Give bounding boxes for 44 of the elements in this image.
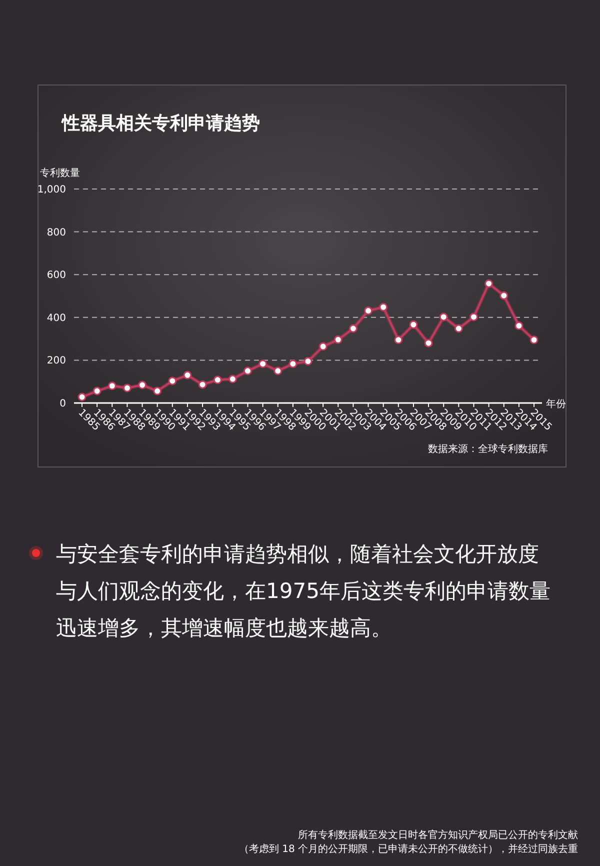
point	[258, 360, 268, 368]
text: （考虑到 18 个月的公开期限，已申请未公开的不做统计），并经过同族去重	[238, 843, 578, 855]
point	[122, 384, 132, 392]
point	[108, 382, 116, 390]
point	[469, 312, 478, 322]
point	[379, 302, 388, 312]
y-tick-label: 200	[46, 356, 66, 367]
point	[348, 324, 358, 333]
point	[92, 386, 102, 396]
point	[484, 279, 494, 288]
point	[454, 324, 463, 333]
point	[424, 338, 433, 348]
point	[198, 380, 207, 389]
point	[274, 366, 282, 376]
point	[364, 306, 373, 316]
point	[304, 357, 312, 366]
point	[514, 321, 524, 330]
point	[530, 336, 538, 344]
y-tick-label: 400	[46, 312, 66, 324]
y-tick-label: 1,000	[37, 184, 66, 196]
point	[439, 312, 448, 322]
text: 所有专利数据截至发文日时各官方知识产权局已公开的专利文献	[298, 829, 578, 841]
point	[228, 374, 237, 384]
point	[500, 291, 508, 300]
y-tick-label: 600	[46, 270, 66, 282]
y-axis-title: 专利数量	[40, 167, 80, 179]
text: 与安全套专利的申请趋势相似，随着社会文化开放度与人们观念的变化，在1975年后这类专利的申请数量迅速增多，其增速幅度也越来越高。	[56, 542, 550, 640]
point	[318, 342, 328, 351]
y-tick-label: 0	[60, 398, 66, 410]
point	[243, 366, 252, 376]
source-note: 数据来源：全球专利数据库	[428, 443, 548, 455]
point	[183, 370, 192, 380]
point	[213, 376, 222, 384]
point	[168, 376, 177, 386]
point	[409, 320, 418, 329]
y-tick-label: 800	[46, 227, 66, 238]
point	[153, 386, 162, 396]
point	[78, 392, 86, 402]
point	[288, 360, 298, 368]
x-axis-title: 年份	[546, 398, 566, 410]
point	[334, 335, 342, 344]
point	[394, 336, 403, 344]
point	[138, 380, 147, 390]
chart-title: 性器具相关专利申请趋势	[61, 113, 260, 134]
